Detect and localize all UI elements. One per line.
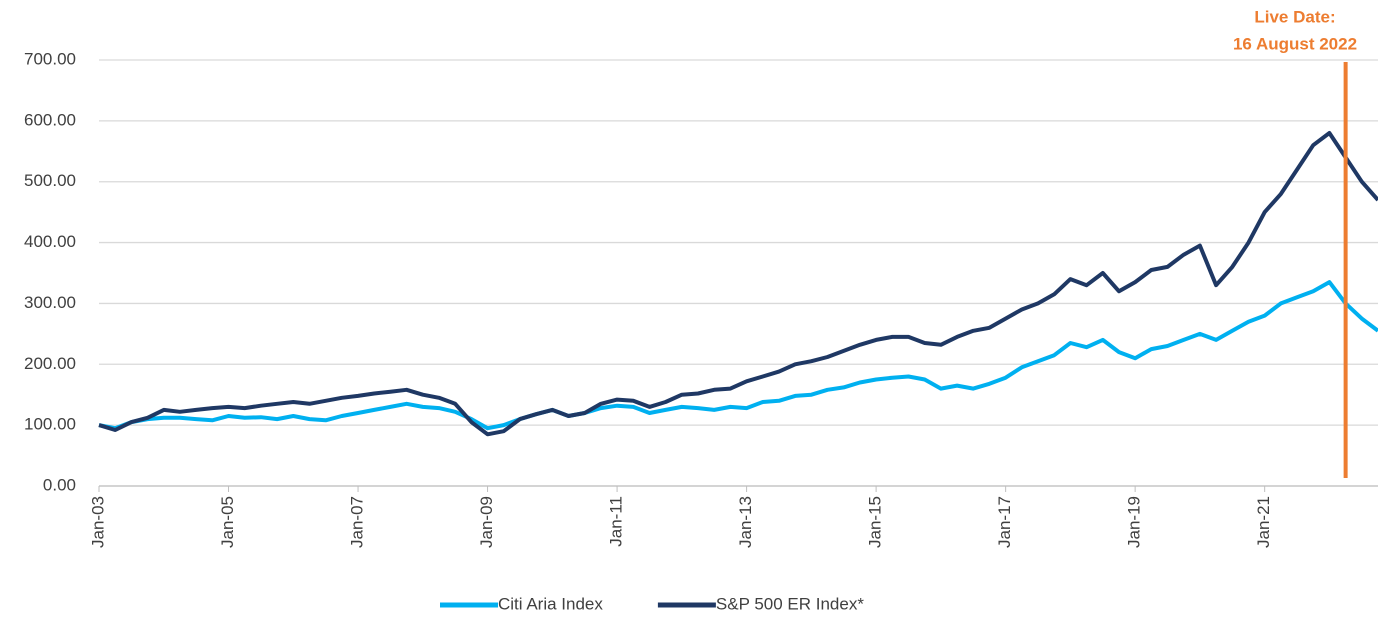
annotation-text: 16 August 2022 (1233, 34, 1357, 53)
annotation-text: Live Date: (1254, 7, 1335, 26)
x-tick-label: Jan-03 (88, 496, 107, 548)
y-tick-label: 200.00 (24, 354, 76, 373)
x-tick-label: Jan-19 (1125, 496, 1144, 548)
x-tick-label: Jan-21 (1254, 496, 1273, 548)
x-tick-label: Jan-07 (348, 496, 367, 548)
x-tick-label: Jan-09 (477, 496, 496, 548)
y-tick-label: 400.00 (24, 232, 76, 251)
legend-label: S&P 500 ER Index* (716, 594, 864, 613)
x-tick-label: Jan-11 (607, 496, 626, 547)
y-tick-label: 500.00 (24, 171, 76, 190)
x-tick-label: Jan-15 (866, 496, 885, 548)
y-tick-label: 300.00 (24, 293, 76, 312)
y-tick-label: 0.00 (43, 475, 76, 494)
y-tick-label: 100.00 (24, 415, 76, 434)
series-line (98, 131, 1378, 437)
x-tick-label: Jan-17 (995, 496, 1014, 548)
x-tick-label: Jan-05 (218, 496, 237, 548)
series-line (98, 280, 1378, 431)
y-tick-label: 700.00 (24, 49, 76, 68)
y-tick-label: 600.00 (24, 110, 76, 129)
x-tick-label: Jan-13 (736, 496, 755, 548)
legend-label: Citi Aria Index (498, 594, 603, 613)
